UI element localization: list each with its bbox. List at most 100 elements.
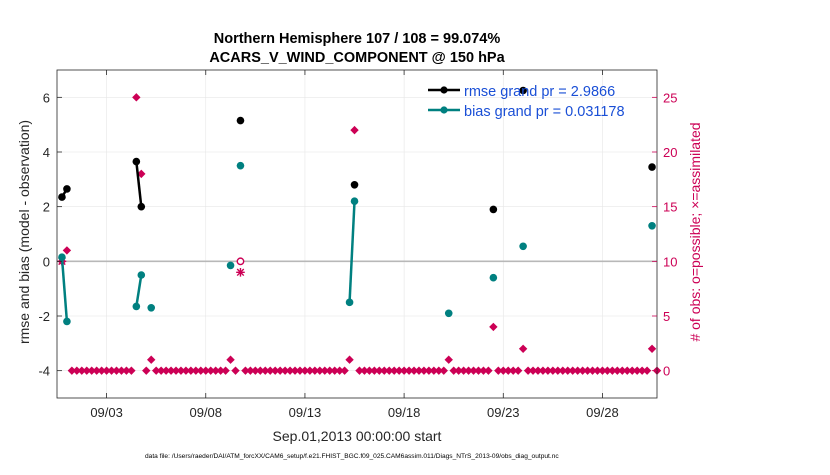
obs-possible-marker-13 <box>122 366 131 375</box>
obs-possible-marker-50 <box>305 366 315 375</box>
obs-possible-marker-66 <box>385 366 394 375</box>
obs-possible-marker-77 <box>439 366 448 375</box>
obs-assimilated-marker-1 <box>236 267 245 277</box>
bias-segment-1 <box>135 274 143 307</box>
bias-point-8 <box>350 197 359 205</box>
y-tick-label-0: -4 <box>38 364 50 379</box>
y2-tick-label-3: 15 <box>663 200 677 215</box>
obs-possible-marker-80 <box>454 366 463 375</box>
obs-possible-marker-107 <box>588 366 597 375</box>
obs-possible-marker-62 <box>365 366 374 375</box>
obs-possible-marker-54 <box>325 366 334 375</box>
obs-possible-marker-112 <box>613 366 622 375</box>
legend-entry-bias: bias grand pr = 0.031178 <box>428 104 625 120</box>
obs-possible-marker-30 <box>206 366 215 375</box>
obs-possible-marker-72 <box>414 366 424 375</box>
obs-possible-marker-67 <box>389 366 399 375</box>
rmse-point-1 <box>63 185 71 193</box>
obs-possible-marker-96 <box>533 366 543 375</box>
rmse-point-8 <box>648 163 656 171</box>
obs-possible-marker-100 <box>553 366 563 375</box>
bias-point-11 <box>519 242 527 251</box>
bias-point-10 <box>489 273 498 282</box>
obs-possible-marker-38 <box>246 366 255 375</box>
obs-possible-marker-23 <box>171 366 181 375</box>
legend-label-bias: bias grand pr = 0.031178 <box>464 104 625 120</box>
x-tick-label-2: 09/13 <box>289 405 322 420</box>
bias-point-4 <box>147 304 156 312</box>
obs-possible-marker-70 <box>404 366 414 375</box>
rmse-point-4 <box>236 116 245 125</box>
series-group <box>58 86 656 326</box>
obs-possible-marker-76 <box>434 366 444 375</box>
y-axis-ticks: -4 -2 0 2 4 6 <box>38 90 62 379</box>
obs-possible-marker-43 <box>270 366 280 375</box>
y-tick-label-4: 4 <box>43 145 50 160</box>
obs-possible-marker-56 <box>335 366 344 375</box>
obs-possible-marker-22 <box>166 366 176 375</box>
obs-possible-marker-82 <box>464 366 473 375</box>
legend-entry-rmse: rmse grand pr = 2.9866 <box>428 84 615 100</box>
obs-possible-marker-40 <box>256 366 265 375</box>
obs-possible-marker-26 <box>186 366 196 375</box>
obs-possible-marker-9 <box>102 366 111 375</box>
obs-possible-marker-14 <box>127 366 136 375</box>
obs-possible-marker-68 <box>394 366 404 375</box>
rmse-point-7 <box>519 86 527 95</box>
obs-count-markers <box>57 93 662 375</box>
obs-possible-marker-32 <box>216 366 225 375</box>
obs-possible-marker-28 <box>196 366 206 375</box>
obs-possible-marker-81 <box>459 366 468 375</box>
obs-possible-marker-27 <box>191 366 201 375</box>
obs-possible-marker-6 <box>87 366 96 375</box>
obs-possible-marker-93 <box>518 344 528 353</box>
y2-tick-label-5: 25 <box>663 90 677 105</box>
obs-possible-marker-64 <box>375 366 384 375</box>
rmse-point-0 <box>58 193 66 201</box>
obs-possible-marker-46 <box>285 366 295 375</box>
legend-marker-rmse <box>440 86 448 94</box>
obs-possible-marker-35 <box>231 366 240 375</box>
obs-possible-marker-63 <box>370 366 379 375</box>
rmse-point-5 <box>350 181 359 189</box>
obs-possible-marker-99 <box>548 366 558 375</box>
obs-possible-marker-16 <box>137 169 146 179</box>
obs-possible-marker-49 <box>300 366 310 375</box>
obs-possible-marker-106 <box>583 366 592 375</box>
obs-possible-marker-102 <box>563 366 572 375</box>
obs-possible-marker-88 <box>494 366 503 375</box>
obs-possible-marker-36 <box>236 257 245 266</box>
obs-possible-marker-25 <box>181 366 191 375</box>
obs-possible-marker-65 <box>380 366 389 375</box>
obs-possible-marker-113 <box>618 366 627 375</box>
obs-possible-marker-52 <box>315 366 325 375</box>
bias-point-6 <box>236 161 245 170</box>
obs-possible-marker-42 <box>266 366 275 375</box>
obs-possible-marker-55 <box>330 366 339 375</box>
bias-point-3 <box>137 271 146 279</box>
bias-point-2 <box>132 302 141 311</box>
obs-possible-marker-4 <box>77 366 86 375</box>
obs-possible-marker-10 <box>107 366 116 375</box>
obs-possible-marker-2 <box>67 366 77 375</box>
y2-tick-label-0: 0 <box>663 364 670 379</box>
x-tick-label-1: 09/08 <box>189 405 222 420</box>
legend-marker-bias <box>440 106 448 114</box>
obs-possible-marker-44 <box>275 366 285 375</box>
obs-possible-marker-104 <box>573 366 582 375</box>
data-file-footer: data file: /Users/raeder/DAI/ATM_forcXX/… <box>145 453 559 460</box>
obs-possible-marker-12 <box>117 366 126 375</box>
y-tick-label-3: 2 <box>43 200 50 215</box>
obs-possible-marker-33 <box>221 366 230 375</box>
obs-possible-marker-58 <box>345 355 354 364</box>
x-axis-label: Sep.01,2013 00:00:00 start <box>273 428 442 444</box>
obs-possible-marker-84 <box>474 366 483 375</box>
obs-possible-marker-18 <box>147 355 156 364</box>
obs-possible-marker-97 <box>538 366 548 375</box>
obs-possible-marker-11 <box>112 366 121 375</box>
obs-possible-marker-7 <box>92 366 101 375</box>
obs-possible-marker-94 <box>523 366 533 375</box>
bias-point-1 <box>63 317 71 326</box>
obs-possible-marker-110 <box>603 366 612 375</box>
